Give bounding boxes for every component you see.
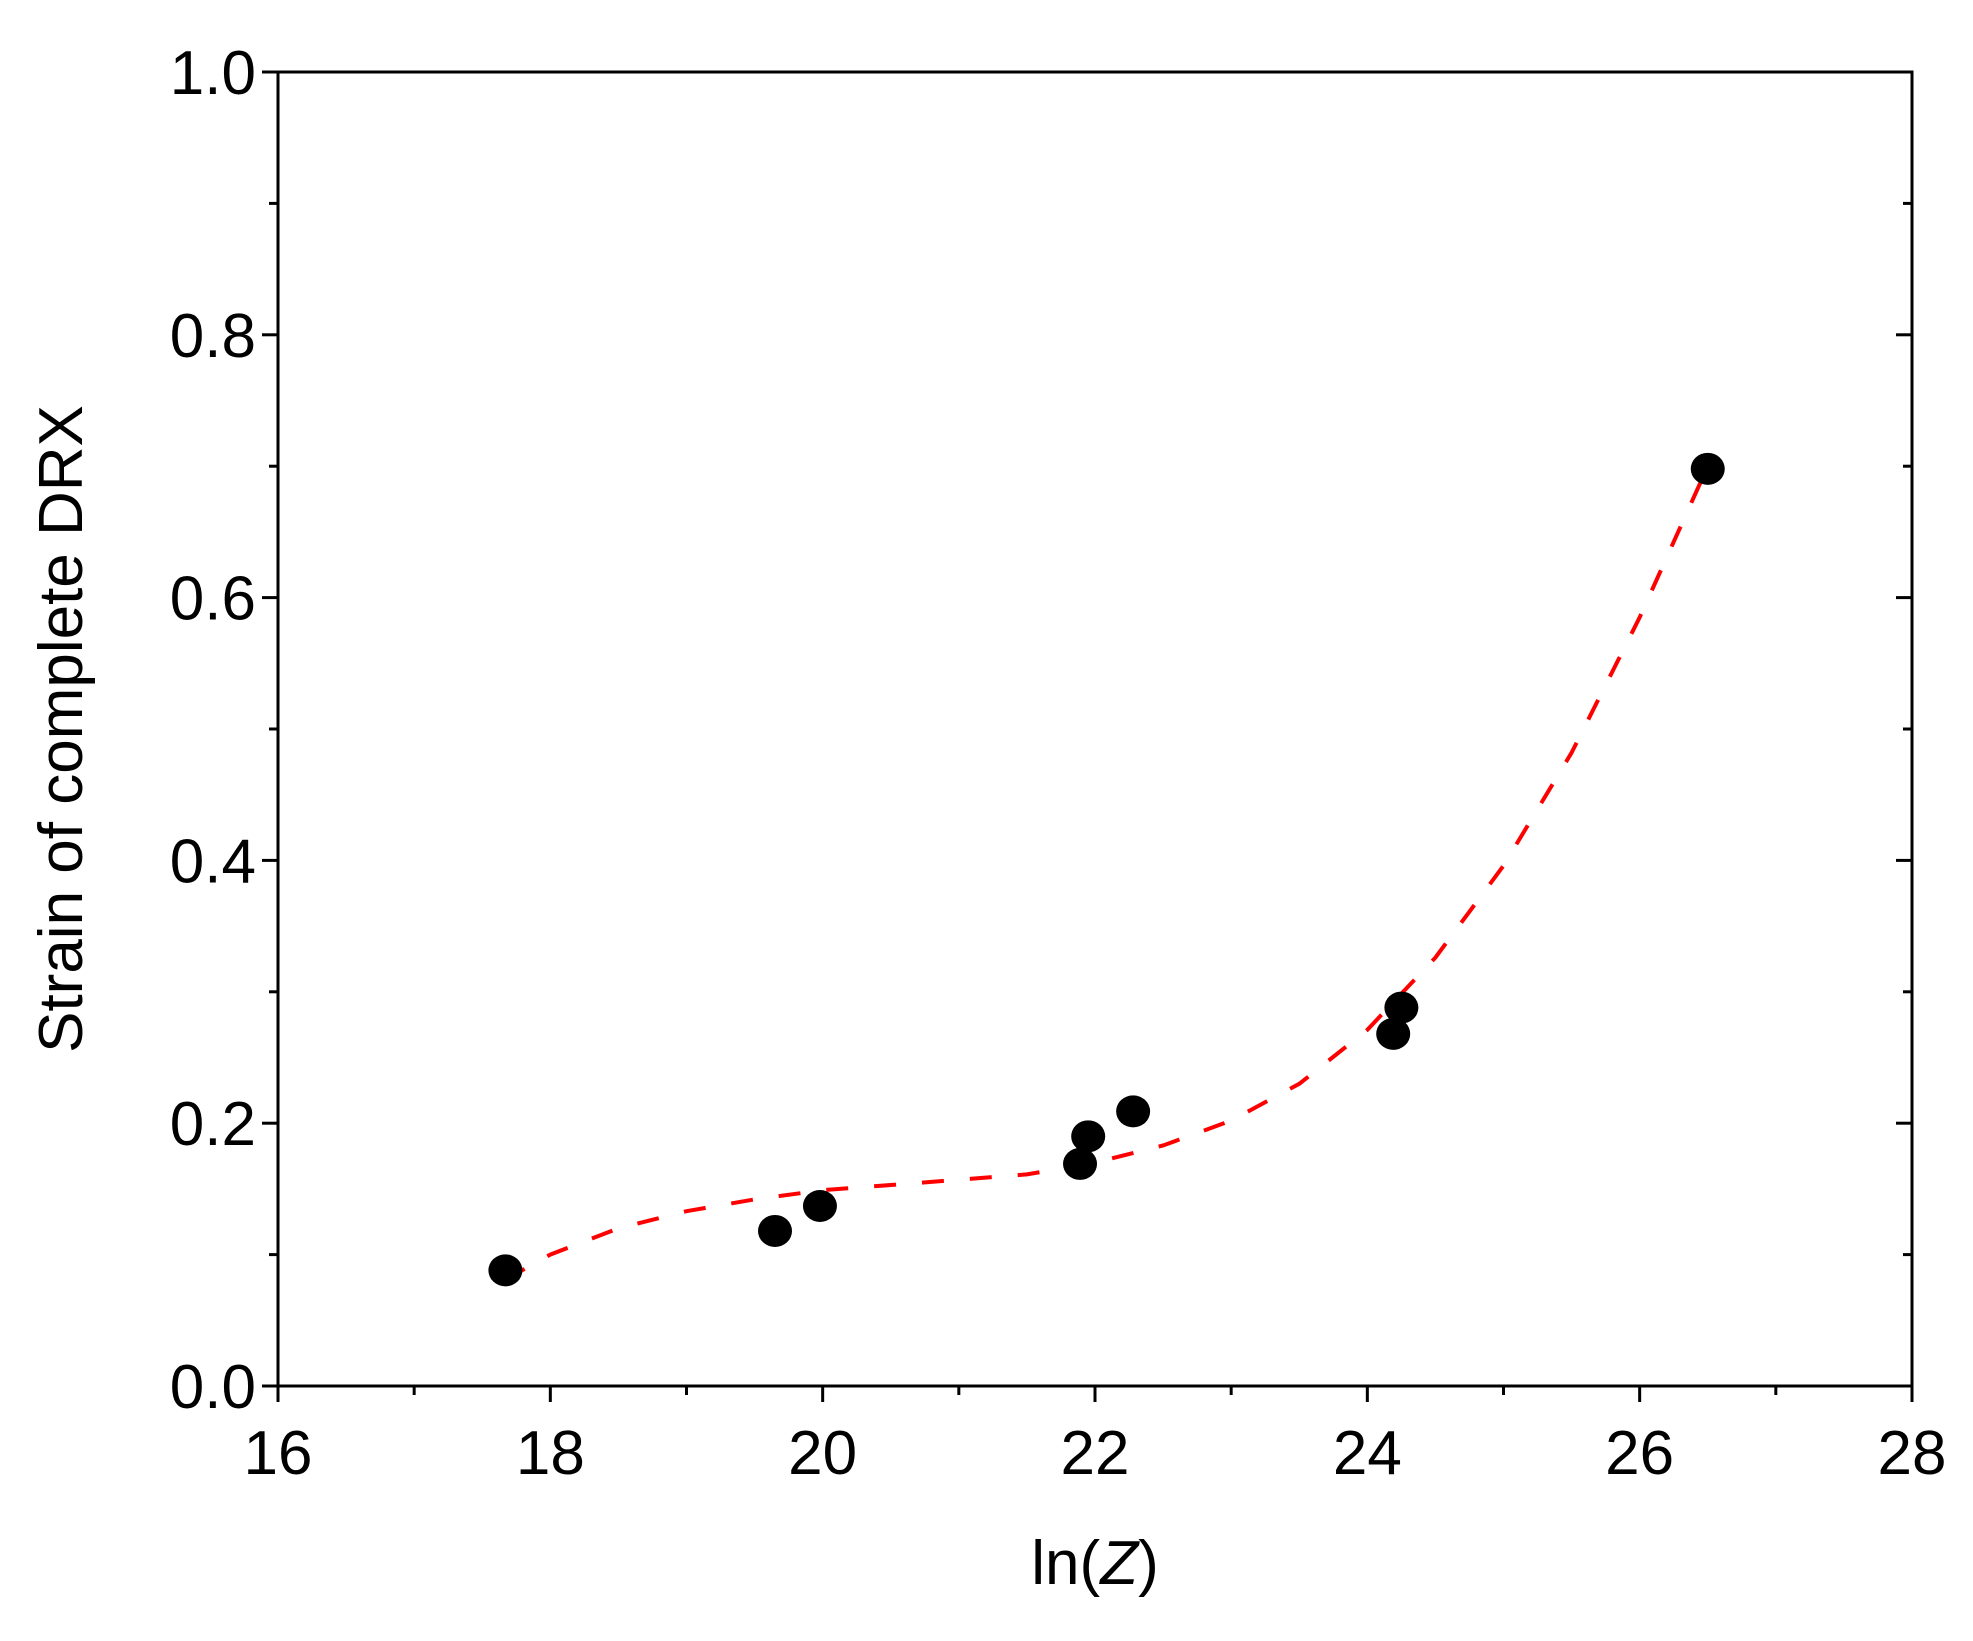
x-axis-title-var: Z (1098, 1529, 1140, 1598)
y-tick-label: 1.0 (170, 39, 256, 108)
data-point (1376, 1017, 1411, 1050)
x-tick-label: 18 (516, 1419, 585, 1488)
data-point (1384, 991, 1419, 1024)
x-tick-label: 26 (1605, 1419, 1674, 1488)
x-tick-label: 22 (1061, 1419, 1130, 1488)
y-tick-label: 0.0 (170, 1353, 256, 1422)
fit-curve (504, 465, 1710, 1282)
data-point (1063, 1147, 1098, 1180)
data-points (488, 452, 1725, 1287)
x-tick-label: 20 (788, 1419, 857, 1488)
x-tick-label: 16 (244, 1419, 313, 1488)
x-axis-title-prefix: ln( (1031, 1529, 1100, 1598)
data-point (1116, 1095, 1151, 1128)
x-tick-label: 24 (1333, 1419, 1402, 1488)
x-tick-label: 28 (1878, 1419, 1947, 1488)
plot-frame (276, 70, 1914, 1388)
x-axis-title-suffix: ) (1138, 1529, 1159, 1598)
y-tick-label: 0.2 (170, 1090, 256, 1159)
data-point (1690, 452, 1725, 485)
y-tick-label: 0.8 (170, 302, 256, 371)
data-point (1071, 1120, 1106, 1153)
data-point (758, 1214, 793, 1247)
fit-curve-line (504, 465, 1710, 1282)
data-point (488, 1254, 523, 1287)
y-axis-title: Strain of complete DRX (27, 405, 96, 1053)
axis-ticks (262, 70, 1914, 1402)
x-axis-title: ln(Z) (1031, 1529, 1158, 1598)
tick-labels: 16 18 20 22 24 26 28 0.0 0.2 0.4 0.6 0.8 1.0 (170, 39, 1947, 1488)
y-tick-label: 0.4 (170, 827, 256, 896)
y-tick-label: 0.6 (170, 565, 256, 634)
data-point (802, 1189, 837, 1222)
